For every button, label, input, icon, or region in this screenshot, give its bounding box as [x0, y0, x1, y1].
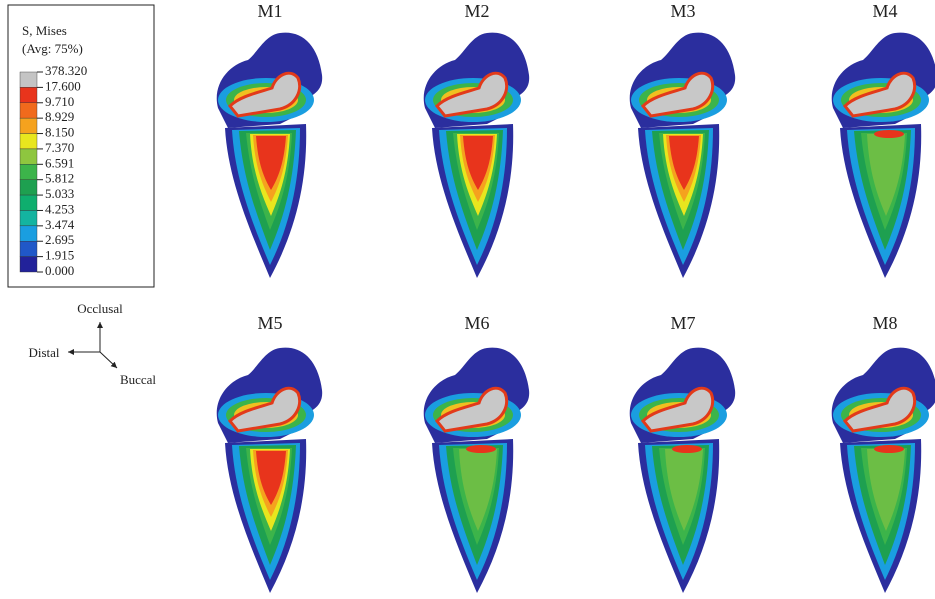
panel-label: M5 [257, 313, 282, 333]
legend-swatch [20, 241, 37, 256]
axis-label: Occlusal [77, 301, 123, 316]
legend-label: 4.253 [45, 201, 74, 216]
tooth-model [424, 348, 529, 593]
axis-label: Distal [28, 345, 59, 360]
figure: S, Mises (Avg: 75%) 378.32017.6009.7108.… [0, 0, 935, 599]
legend-label: 9.710 [45, 94, 74, 109]
legend-swatch [20, 87, 37, 102]
legend-label: 5.033 [45, 186, 74, 201]
legend-label: 7.370 [45, 140, 74, 155]
tooth-model [424, 33, 529, 278]
panels: M1 M2 M3 M4 M5 M6 M7 M8 [217, 1, 935, 593]
legend-swatch [20, 180, 37, 195]
panel-label: M8 [872, 313, 897, 333]
legend-swatch [20, 118, 37, 133]
legend-label: 2.695 [45, 232, 74, 247]
panel-label: M1 [257, 1, 282, 21]
legend-label: 1.915 [45, 248, 74, 263]
legend-swatch [20, 134, 37, 149]
legend-title: S, Mises [22, 23, 67, 38]
legend-swatch [20, 210, 37, 225]
panel-label: M3 [670, 1, 695, 21]
legend-label: 17.600 [45, 78, 81, 93]
arrow [100, 352, 117, 368]
legend-label: 0.000 [45, 263, 74, 278]
tooth-model [630, 33, 735, 278]
legend-swatch [20, 103, 37, 118]
tooth-model [832, 348, 935, 593]
legend-label: 3.474 [45, 217, 75, 232]
legend-label: 8.150 [45, 125, 74, 140]
tooth-model [832, 33, 935, 278]
legend-label: 6.591 [45, 155, 74, 170]
panel-label: M4 [872, 1, 897, 21]
legend-swatch [20, 72, 37, 87]
legend-swatch [20, 164, 37, 179]
legend: 378.32017.6009.7108.9298.1507.3706.5915.… [20, 63, 87, 278]
legend-subtitle: (Avg: 75%) [22, 41, 83, 56]
tooth-model [217, 33, 322, 278]
axis-label: Buccal [120, 372, 156, 387]
tooth-model [217, 348, 322, 593]
orientation: Occlusal Distal Buccal [28, 301, 156, 387]
panel-label: M7 [670, 313, 695, 333]
panel-label: M2 [464, 1, 489, 21]
panel-label: M6 [464, 313, 489, 333]
legend-swatch [20, 149, 37, 164]
legend-label: 5.812 [45, 171, 74, 186]
legend-label: 8.929 [45, 109, 74, 124]
legend-swatch [20, 226, 37, 241]
legend-label: 378.320 [45, 63, 87, 78]
tooth-model [630, 348, 735, 593]
legend-swatch [20, 195, 37, 210]
legend-swatch [20, 257, 37, 272]
